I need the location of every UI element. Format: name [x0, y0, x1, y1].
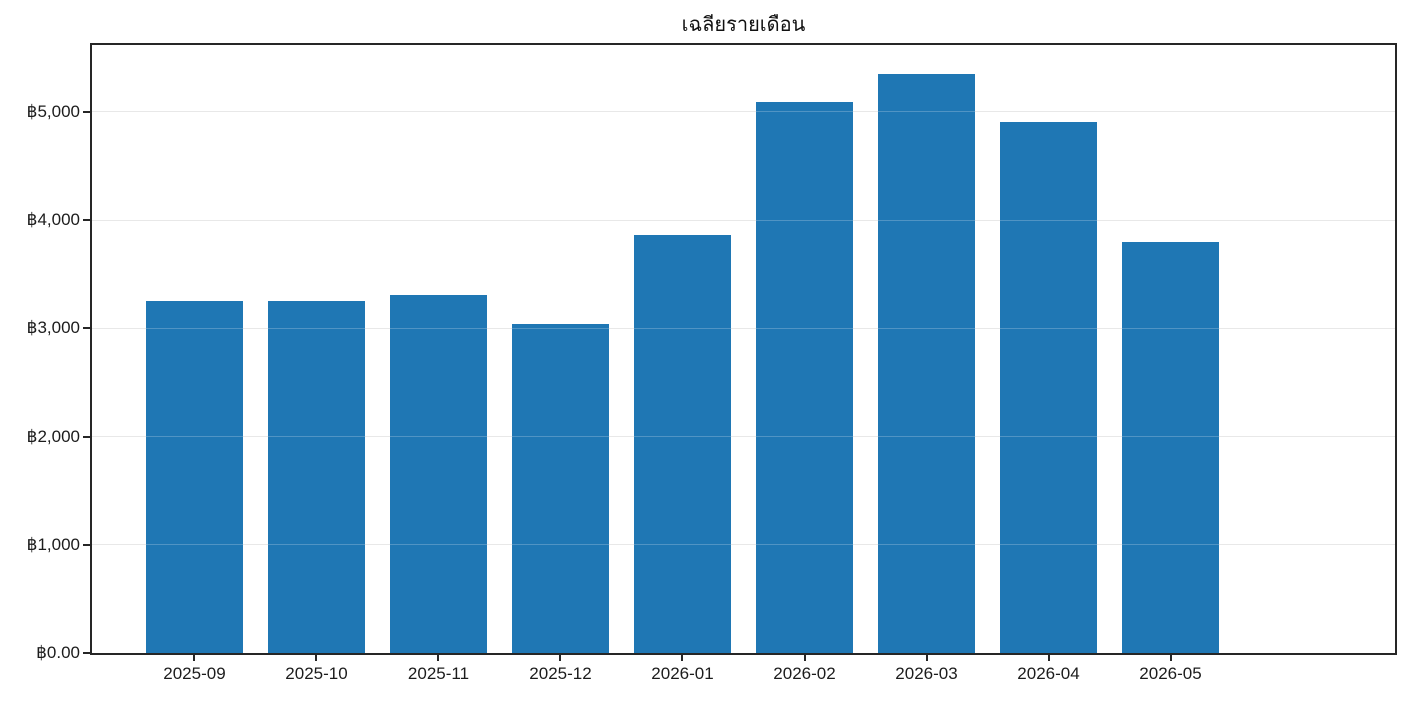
y-tick-1000	[83, 543, 92, 546]
bar-2026-04	[999, 122, 1098, 653]
gridline-overlay-2000	[999, 436, 1098, 437]
gridline-overlay-2000	[877, 436, 976, 437]
gridline-overlay-1000	[755, 544, 854, 546]
x-tick-label-2025-11: 2025-11	[407, 664, 470, 683]
x-tick-2026-03	[925, 655, 928, 661]
gridline-overlay-4000	[999, 219, 1098, 221]
gridline-overlay-3000	[145, 327, 244, 329]
gridline-overlay-3000	[1121, 327, 1220, 329]
x-tick-label-2026-01: 2026-01	[651, 664, 714, 683]
gridline-4000	[92, 219, 1395, 221]
y-tick-label-4000: ฿4,000	[26, 210, 80, 230]
y-tick-label-1000: ฿1,000	[26, 534, 80, 554]
y-tick-5000	[83, 110, 92, 113]
bar-2025-12	[511, 323, 610, 653]
gridline-overlay-1000	[511, 544, 610, 546]
y-tick-2000	[83, 435, 92, 438]
gridline-1000	[92, 544, 1395, 546]
plot-area	[90, 43, 1397, 655]
gridline-overlay-2000	[267, 436, 366, 437]
gridline-overlay-3000	[877, 327, 976, 329]
x-tick-2026-04	[1047, 655, 1050, 661]
gridline-overlay-3000	[633, 327, 732, 329]
x-tick-2026-02	[803, 655, 806, 661]
gridline-3000	[92, 327, 1395, 329]
gridline-overlay-3000	[999, 327, 1098, 329]
gridline-overlay-1000	[999, 544, 1098, 546]
gridline-5000	[92, 111, 1395, 113]
gridline-overlay-2000	[633, 436, 732, 437]
x-tick-label-2025-09: 2025-09	[163, 664, 226, 683]
gridline-overlay-1000	[267, 544, 366, 546]
x-tick-label-2026-03: 2026-03	[895, 664, 958, 683]
x-tick-2026-05	[1169, 655, 1172, 661]
gridline-overlay-3000	[511, 327, 610, 329]
gridline-2000	[92, 436, 1395, 437]
gridline-overlay-2000	[1121, 436, 1220, 437]
x-tick-2026-01	[681, 655, 684, 661]
gridline-overlay-3000	[267, 327, 366, 329]
gridline-overlay-1000	[389, 544, 488, 546]
x-tick-label-2026-05: 2026-05	[1139, 664, 1202, 683]
y-tick-label-2000: ฿2,000	[26, 426, 80, 446]
gridline-overlay-1000	[633, 544, 732, 546]
gridline-overlay-1000	[1121, 544, 1220, 546]
x-tick-2025-12	[559, 655, 562, 661]
gridline-overlay-3000	[389, 327, 488, 329]
y-tick-3000	[83, 327, 92, 330]
bar-2025-10	[267, 301, 366, 653]
gridline-overlay-4000	[877, 219, 976, 221]
y-tick-label-3000: ฿3,000	[26, 318, 80, 338]
x-tick-2025-11	[437, 655, 440, 661]
y-tick-label-5000: ฿5,000	[26, 101, 80, 121]
gridline-overlay-1000	[877, 544, 976, 546]
chart-title: เฉลียรายเดือน	[681, 14, 806, 36]
bar-2025-11	[389, 295, 488, 653]
bar-2026-05	[1121, 242, 1220, 653]
x-tick-label-2026-02: 2026-02	[773, 664, 836, 683]
gridline-overlay-5000	[755, 111, 854, 113]
gridline-overlay-1000	[145, 544, 244, 546]
gridline-overlay-3000	[755, 327, 854, 329]
x-tick-label-2025-10: 2025-10	[285, 664, 348, 683]
bar-2025-09	[145, 301, 244, 653]
x-tick-2025-09	[193, 655, 196, 661]
bar-2026-01	[633, 235, 732, 653]
x-tick-2025-10	[315, 655, 318, 661]
gridline-overlay-4000	[755, 219, 854, 221]
bar-2026-02	[755, 101, 854, 653]
y-tick-label-0: ฿0.00	[36, 643, 80, 662]
y-tick-4000	[83, 219, 92, 222]
gridline-overlay-5000	[877, 111, 976, 113]
gridline-overlay-2000	[389, 436, 488, 437]
x-tick-label-2025-12: 2025-12	[529, 664, 592, 683]
x-tick-label-2026-04: 2026-04	[1017, 664, 1080, 683]
gridline-overlay-2000	[145, 436, 244, 437]
gridline-overlay-2000	[511, 436, 610, 437]
gridline-overlay-2000	[755, 436, 854, 437]
y-tick-0	[83, 652, 92, 654]
bar-2026-03	[877, 73, 976, 653]
